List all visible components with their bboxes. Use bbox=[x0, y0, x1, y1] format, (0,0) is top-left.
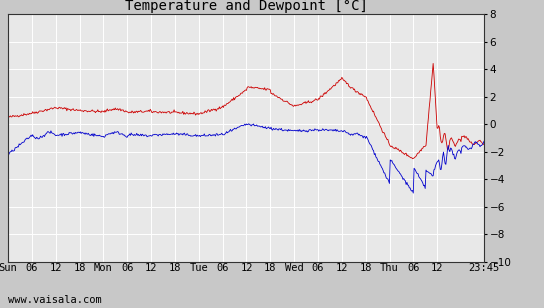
Title: Temperature and Dewpoint [°C]: Temperature and Dewpoint [°C] bbox=[125, 0, 367, 13]
Text: www.vaisala.com: www.vaisala.com bbox=[8, 295, 102, 305]
